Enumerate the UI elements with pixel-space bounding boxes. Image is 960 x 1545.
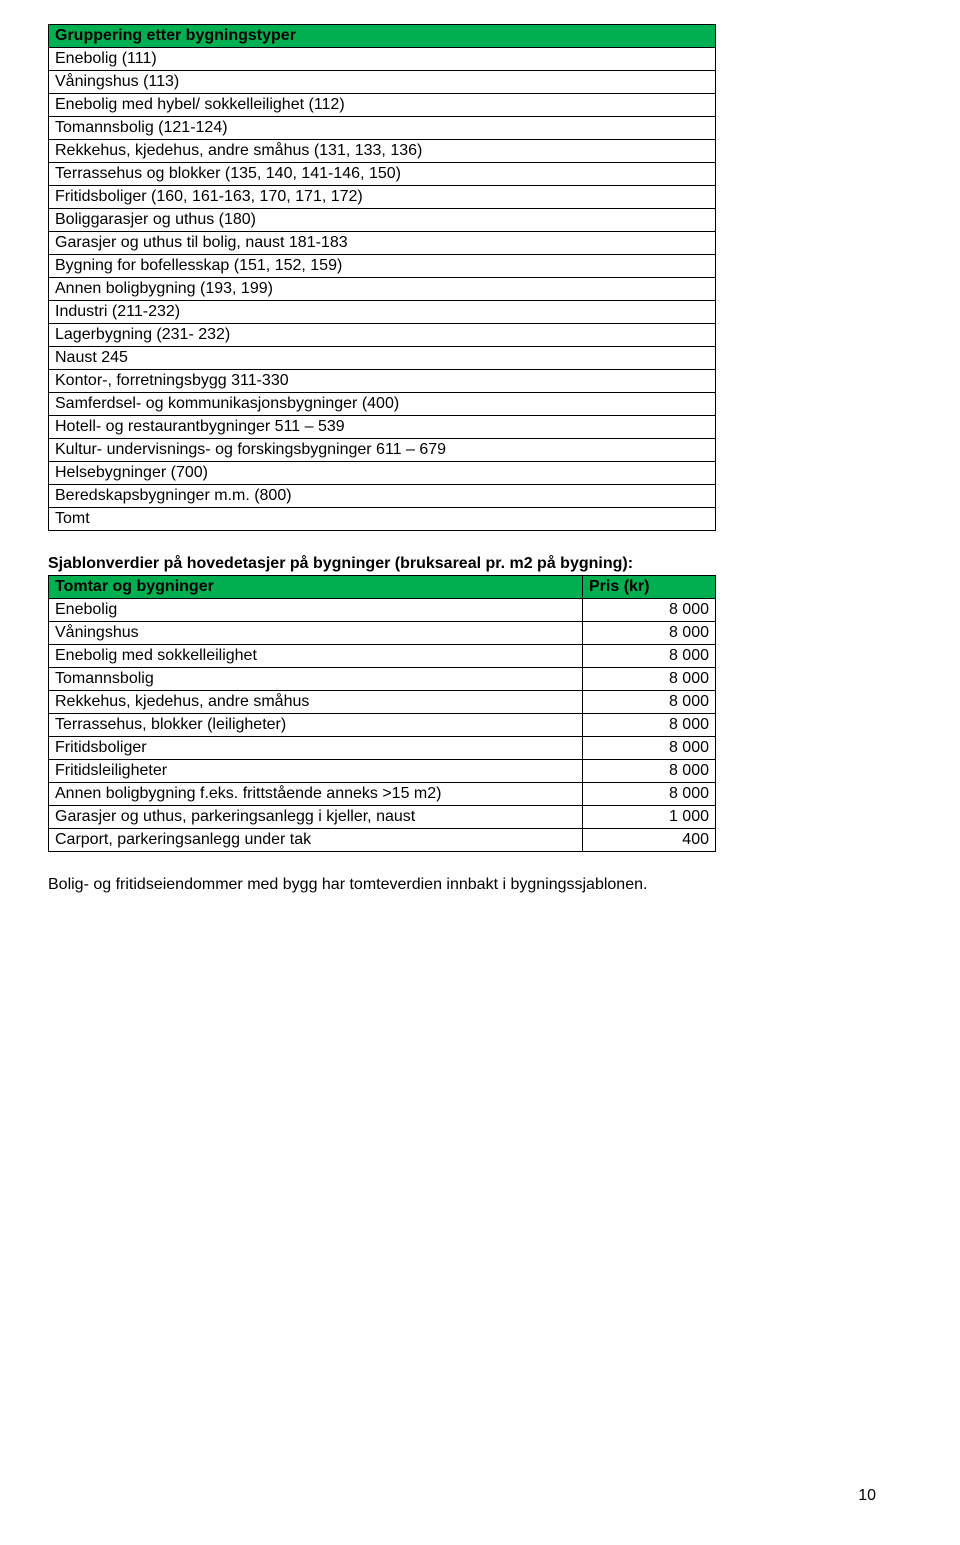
- table2-header-row: Tomtar og bygninger Pris (kr): [49, 576, 716, 599]
- table-row: Boliggarasjer og uthus (180): [49, 209, 716, 232]
- table-cell-price: 8 000: [583, 668, 716, 691]
- table-row: Naust 245: [49, 347, 716, 370]
- table-cell: Våningshus (113): [49, 71, 716, 94]
- table-cell: Helsebygninger (700): [49, 462, 716, 485]
- table-cell: Industri (211-232): [49, 301, 716, 324]
- table-cell: Enebolig med hybel/ sokkelleilighet (112…: [49, 94, 716, 117]
- table-row: Kontor-, forretningsbygg 311-330: [49, 370, 716, 393]
- building-types-table: Gruppering etter bygningstyper Enebolig …: [48, 24, 716, 531]
- table1-header-cell: Gruppering etter bygningstyper: [49, 25, 716, 48]
- table-row: Hotell- og restaurantbygninger 511 – 539: [49, 416, 716, 439]
- table2-header-left: Tomtar og bygninger: [49, 576, 583, 599]
- table-row: Fritidsleiligheter8 000: [49, 760, 716, 783]
- table-row: Enebolig med sokkelleilighet8 000: [49, 645, 716, 668]
- table-cell-price: 8 000: [583, 622, 716, 645]
- table-cell-price: 8 000: [583, 599, 716, 622]
- section-heading: Sjablonverdier på hovedetasjer på bygnin…: [48, 555, 924, 573]
- table-cell-label: Fritidsleiligheter: [49, 760, 583, 783]
- table-row: Rekkehus, kjedehus, andre småhus8 000: [49, 691, 716, 714]
- table-cell: Fritidsboliger (160, 161-163, 170, 171, …: [49, 186, 716, 209]
- table-row: Enebolig med hybel/ sokkelleilighet (112…: [49, 94, 716, 117]
- footer-note: Bolig- og fritidseiendommer med bygg har…: [48, 876, 924, 894]
- table-cell: Lagerbygning (231- 232): [49, 324, 716, 347]
- table-row: Annen boligbygning (193, 199): [49, 278, 716, 301]
- table-cell-price: 1 000: [583, 806, 716, 829]
- table-row: Bygning for bofellesskap (151, 152, 159): [49, 255, 716, 278]
- table-cell-label: Enebolig: [49, 599, 583, 622]
- table-cell-label: Garasjer og uthus, parkeringsanlegg i kj…: [49, 806, 583, 829]
- table-cell: Terrassehus og blokker (135, 140, 141-14…: [49, 163, 716, 186]
- table-cell-price: 400: [583, 829, 716, 852]
- table-row: Tomannsbolig (121-124): [49, 117, 716, 140]
- table-row: Garasjer og uthus, parkeringsanlegg i kj…: [49, 806, 716, 829]
- page-number: 10: [858, 1487, 876, 1505]
- table-row: Industri (211-232): [49, 301, 716, 324]
- table-row: Våningshus8 000: [49, 622, 716, 645]
- table-cell: Beredskapsbygninger m.m. (800): [49, 485, 716, 508]
- table-row: Helsebygninger (700): [49, 462, 716, 485]
- table-cell: Boliggarasjer og uthus (180): [49, 209, 716, 232]
- table-cell-label: Enebolig med sokkelleilighet: [49, 645, 583, 668]
- table-row: Rekkehus, kjedehus, andre småhus (131, 1…: [49, 140, 716, 163]
- price-table: Tomtar og bygninger Pris (kr) Enebolig8 …: [48, 575, 716, 852]
- table-cell-price: 8 000: [583, 760, 716, 783]
- table-cell-label: Rekkehus, kjedehus, andre småhus: [49, 691, 583, 714]
- table-cell-label: Terrassehus, blokker (leiligheter): [49, 714, 583, 737]
- table-row: Carport, parkeringsanlegg under tak400: [49, 829, 716, 852]
- table-cell: Enebolig (111): [49, 48, 716, 71]
- table-row: Terrassehus, blokker (leiligheter)8 000: [49, 714, 716, 737]
- table-cell-label: Fritidsboliger: [49, 737, 583, 760]
- table-cell: Annen boligbygning (193, 199): [49, 278, 716, 301]
- table-cell-label: Våningshus: [49, 622, 583, 645]
- table-row: Fritidsboliger8 000: [49, 737, 716, 760]
- table-cell: Bygning for bofellesskap (151, 152, 159): [49, 255, 716, 278]
- table-row: Tomannsbolig8 000: [49, 668, 716, 691]
- table-cell: Tomannsbolig (121-124): [49, 117, 716, 140]
- table-cell-price: 8 000: [583, 783, 716, 806]
- table-row: Samferdsel- og kommunikasjonsbygninger (…: [49, 393, 716, 416]
- table-row: Annen boligbygning f.eks. frittstående a…: [49, 783, 716, 806]
- table-cell-price: 8 000: [583, 691, 716, 714]
- table-row: Lagerbygning (231- 232): [49, 324, 716, 347]
- table-row: Enebolig8 000: [49, 599, 716, 622]
- table-cell-price: 8 000: [583, 737, 716, 760]
- table-row: Beredskapsbygninger m.m. (800): [49, 485, 716, 508]
- table-cell: Hotell- og restaurantbygninger 511 – 539: [49, 416, 716, 439]
- table-row: Terrassehus og blokker (135, 140, 141-14…: [49, 163, 716, 186]
- table-row: Enebolig (111): [49, 48, 716, 71]
- table-row: Våningshus (113): [49, 71, 716, 94]
- table-row: Tomt: [49, 508, 716, 531]
- table-cell: Rekkehus, kjedehus, andre småhus (131, 1…: [49, 140, 716, 163]
- table-cell-label: Tomannsbolig: [49, 668, 583, 691]
- table-row: Kultur- undervisnings- og forskingsbygni…: [49, 439, 716, 462]
- table2-header-right: Pris (kr): [583, 576, 716, 599]
- table-cell: Kultur- undervisnings- og forskingsbygni…: [49, 439, 716, 462]
- table-cell: Samferdsel- og kommunikasjonsbygninger (…: [49, 393, 716, 416]
- table-row: Garasjer og uthus til bolig, naust 181-1…: [49, 232, 716, 255]
- table-cell-label: Annen boligbygning f.eks. frittstående a…: [49, 783, 583, 806]
- table1-header-row: Gruppering etter bygningstyper: [49, 25, 716, 48]
- table-cell-price: 8 000: [583, 645, 716, 668]
- table-cell: Garasjer og uthus til bolig, naust 181-1…: [49, 232, 716, 255]
- table-row: Fritidsboliger (160, 161-163, 170, 171, …: [49, 186, 716, 209]
- table-cell: Naust 245: [49, 347, 716, 370]
- page: Gruppering etter bygningstyper Enebolig …: [48, 24, 924, 1521]
- table-cell-price: 8 000: [583, 714, 716, 737]
- table-cell-label: Carport, parkeringsanlegg under tak: [49, 829, 583, 852]
- table-cell: Kontor-, forretningsbygg 311-330: [49, 370, 716, 393]
- table-cell: Tomt: [49, 508, 716, 531]
